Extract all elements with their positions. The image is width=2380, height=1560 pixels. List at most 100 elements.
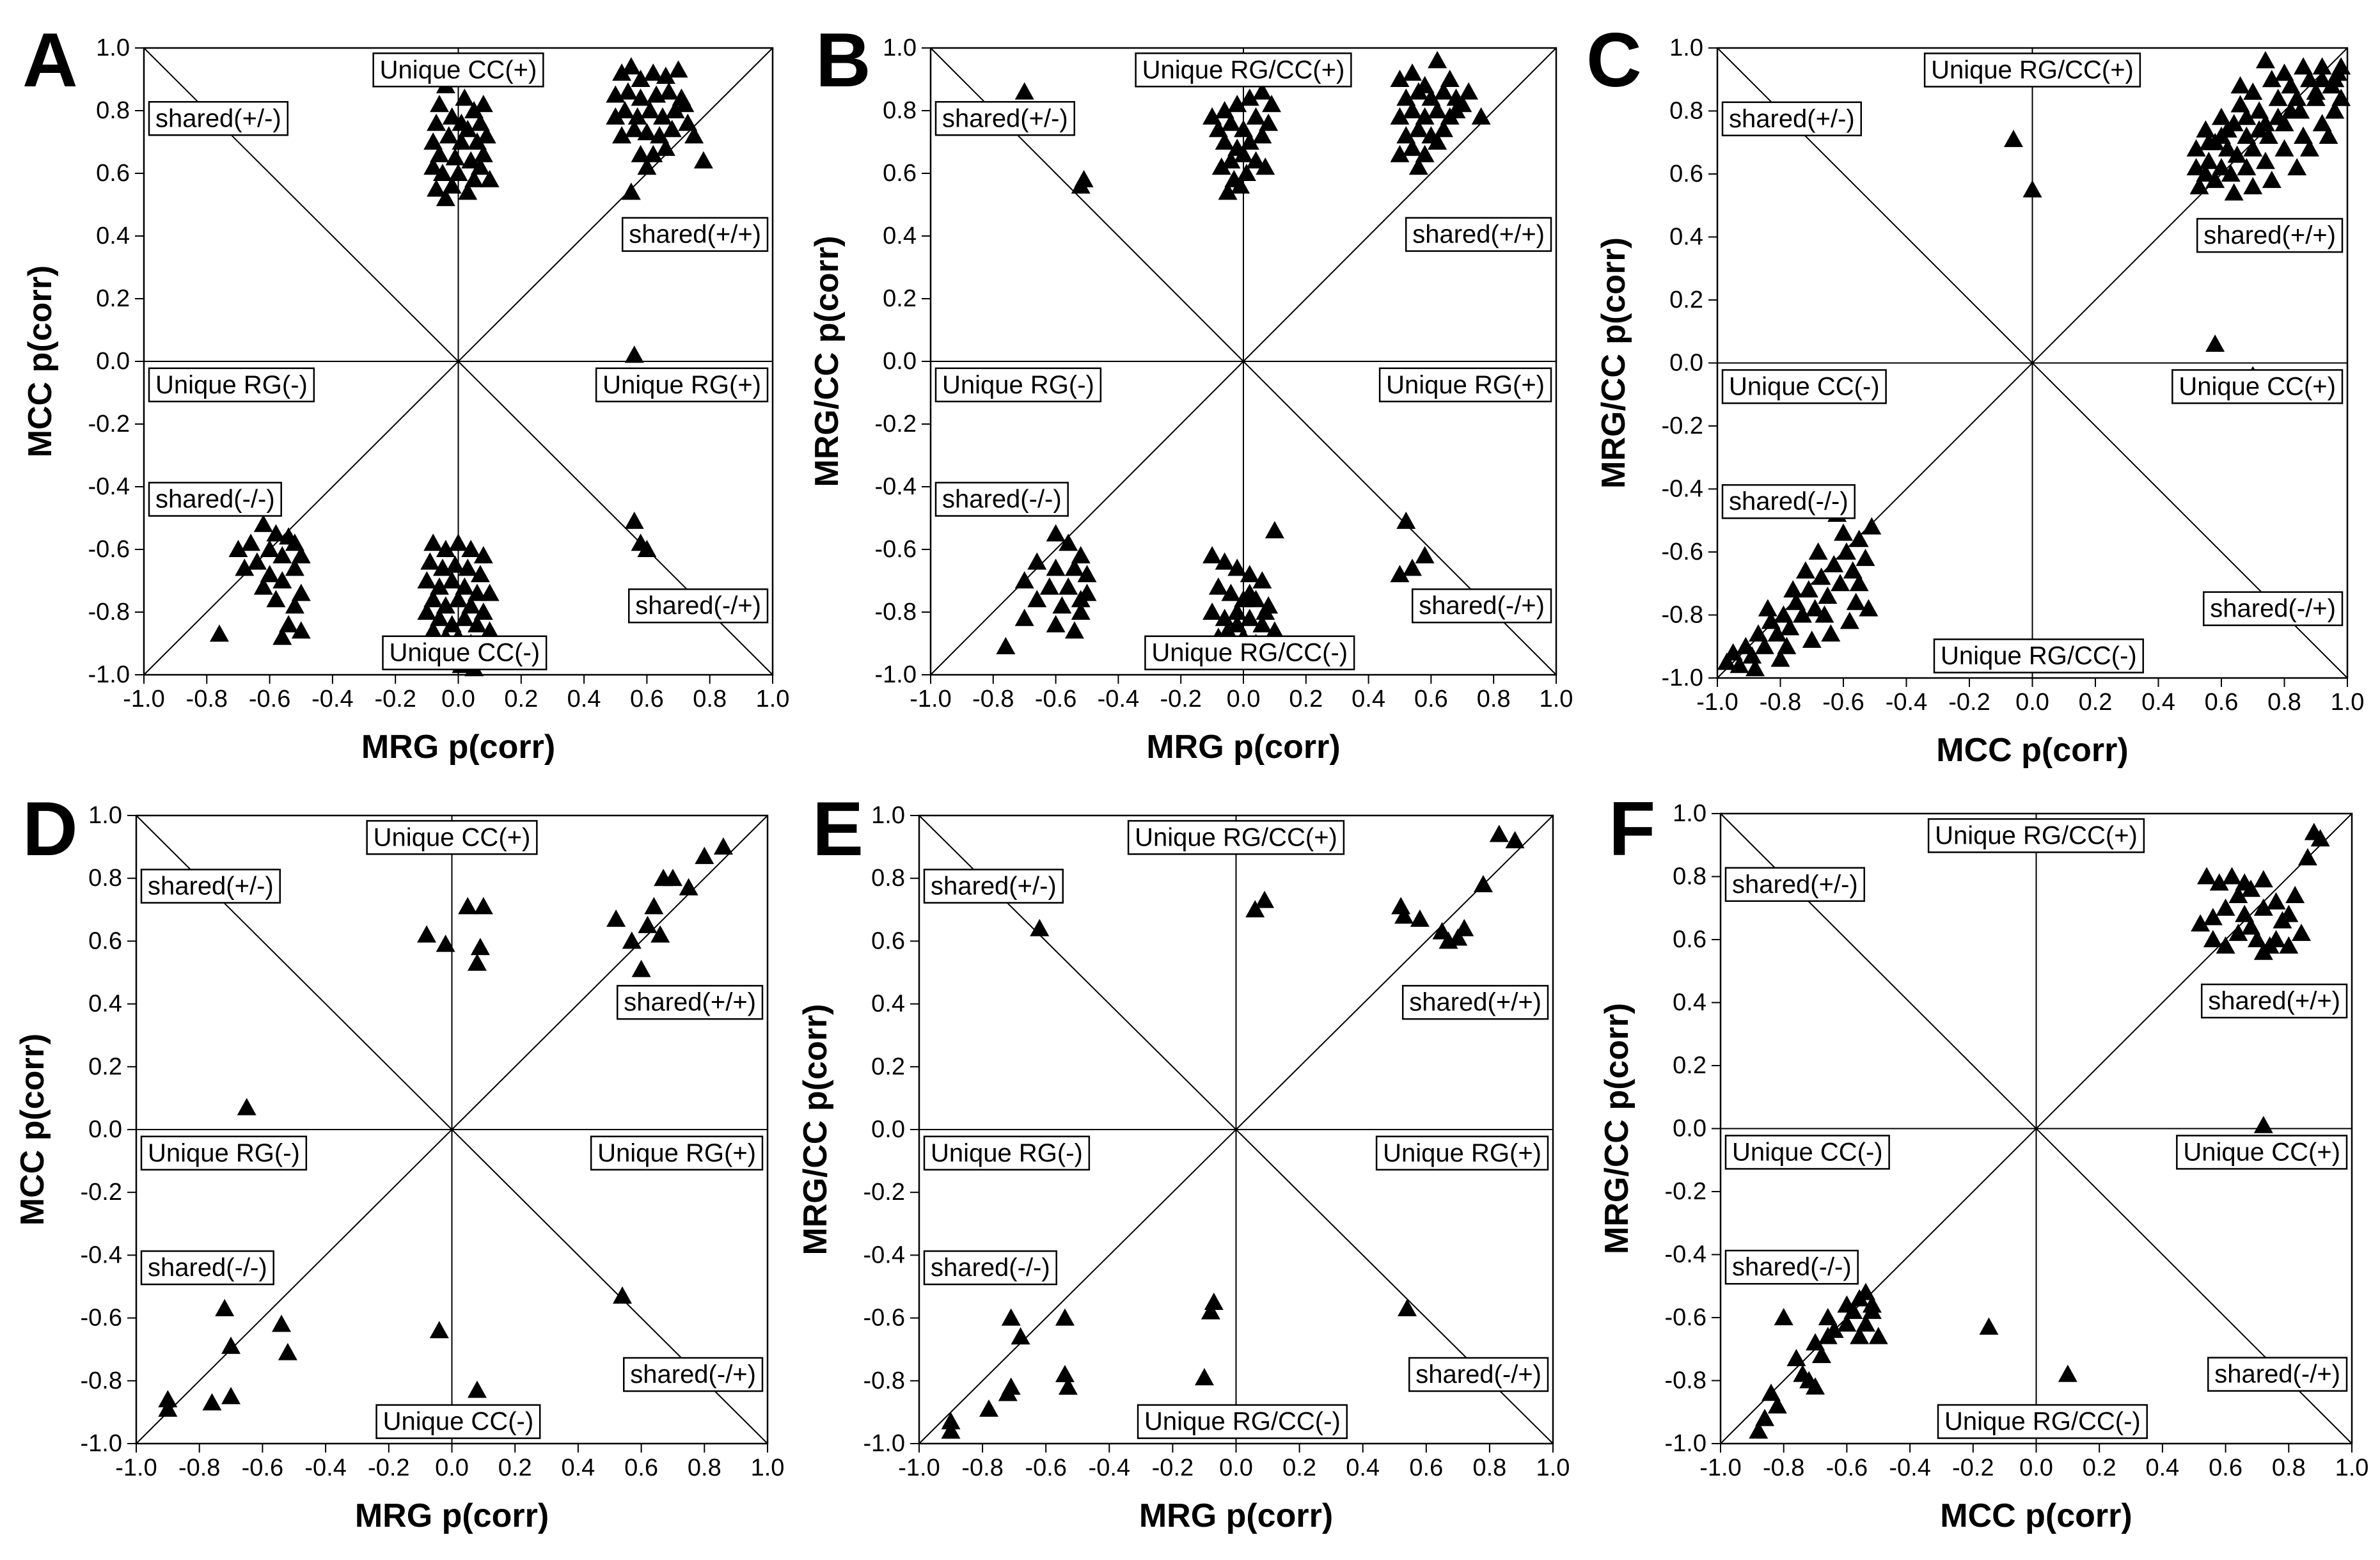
data-point xyxy=(2287,88,2307,106)
region-label-bottom: Unique CC(-) xyxy=(375,1404,541,1439)
data-point xyxy=(1014,608,1034,626)
data-point xyxy=(455,88,475,106)
data-point xyxy=(291,583,311,601)
data-point xyxy=(285,533,304,551)
data-point xyxy=(253,514,273,532)
data-point xyxy=(473,546,493,563)
data-point xyxy=(2250,101,2269,119)
x-tick-label: -1.0 xyxy=(115,1454,157,1481)
region-label-bottom-box xyxy=(1137,1404,1348,1439)
y-axis-title: MRG/CC p(corr) xyxy=(1598,1003,1635,1254)
region-label-top-box xyxy=(1127,820,1345,855)
data-point xyxy=(1415,107,1435,125)
data-point xyxy=(1408,82,1428,100)
data-point xyxy=(2199,152,2219,169)
data-point xyxy=(1473,875,1493,893)
data-point xyxy=(2058,1364,2077,1382)
x-tick-label: -0.6 xyxy=(242,1454,283,1481)
data-point xyxy=(1240,608,1259,626)
data-point xyxy=(1808,542,1828,560)
y-tick-label: -0.4 xyxy=(81,1241,122,1268)
data-point xyxy=(2196,120,2216,138)
data-point xyxy=(278,1343,297,1360)
data-point xyxy=(1204,1293,1224,1311)
region-label-top-box xyxy=(1923,52,2141,88)
data-point xyxy=(445,148,465,166)
data-point xyxy=(1403,138,1422,156)
data-point xyxy=(1811,1346,1831,1364)
region-label-top-box xyxy=(366,820,538,855)
data-point xyxy=(2255,114,2275,132)
region-label-top-left: shared(+/-) xyxy=(1721,101,1862,137)
region-label-bottom-text: Unique RG/CC(-) xyxy=(1144,1408,1341,1436)
data-point xyxy=(1218,621,1238,639)
data-point xyxy=(1421,88,1441,106)
x-tick-label: -0.8 xyxy=(178,1454,220,1481)
region-label-left: Unique CC(-) xyxy=(1721,369,1887,404)
data-point xyxy=(2237,126,2257,144)
data-point xyxy=(291,546,311,563)
region-label-top-text: Unique CC(+) xyxy=(374,823,531,851)
data-point xyxy=(467,953,487,971)
data-point xyxy=(1717,652,1737,670)
data-point xyxy=(1767,1396,1787,1414)
region-label-top-text: Unique RG/CC(+) xyxy=(1935,821,2138,849)
region-label-left-box xyxy=(1724,1135,1890,1170)
x-tick-label: -0.4 xyxy=(1889,1454,1930,1481)
data-point xyxy=(1071,590,1091,608)
x-tick-label: -1.0 xyxy=(1696,689,1738,716)
y-tick-label: -1.0 xyxy=(863,1430,905,1457)
x-tick-label: 1.0 xyxy=(1540,686,1573,713)
data-point xyxy=(679,878,698,895)
data-point xyxy=(606,910,626,927)
data-point xyxy=(624,120,644,138)
region-label-top-right: shared(+/+) xyxy=(2200,983,2348,1019)
x-tick-label: 0.4 xyxy=(1352,686,1385,713)
y-tick-label: 1.0 xyxy=(96,35,130,61)
region-label-top-left: shared(+/-) xyxy=(934,101,1075,136)
data-point xyxy=(1805,599,1825,617)
region-label-left-text: Unique CC(-) xyxy=(1729,372,1880,400)
data-point xyxy=(1046,558,1066,576)
data-point xyxy=(1505,831,1525,849)
data-point xyxy=(2294,57,2313,75)
data-point xyxy=(430,577,450,595)
data-point xyxy=(612,63,632,81)
data-point xyxy=(448,590,468,608)
region-label-bottom-left-box xyxy=(1724,1249,1859,1285)
data-point xyxy=(1396,88,1416,106)
x-axis-title: MCC p(corr) xyxy=(1936,732,2128,769)
y-tick-label: -0.2 xyxy=(863,1179,905,1206)
reference-line-antidiagonal xyxy=(136,815,768,1444)
x-tick-label: -0.6 xyxy=(1826,1454,1868,1481)
data-point xyxy=(1234,145,1253,162)
data-point xyxy=(2312,57,2332,75)
data-point xyxy=(266,590,286,608)
region-label-left-text: Unique CC(-) xyxy=(1732,1138,1883,1166)
data-point xyxy=(2241,917,2261,935)
data-point xyxy=(467,615,487,633)
data-point xyxy=(2255,152,2275,169)
data-point xyxy=(1758,599,1777,617)
region-label-top-left-text: shared(+/-) xyxy=(931,872,1057,900)
reference-line-antidiagonal xyxy=(143,47,773,675)
data-point xyxy=(1390,565,1410,583)
x-tick-label: 0.0 xyxy=(435,1454,469,1481)
region-label-left-box xyxy=(1721,369,1887,404)
data-point xyxy=(1754,636,1774,654)
data-point xyxy=(1786,592,1806,610)
x-tick-label: 1.0 xyxy=(756,686,790,713)
y-tick-label: 1.0 xyxy=(1673,800,1706,827)
x-tick-label: 0.8 xyxy=(688,1454,721,1481)
data-point xyxy=(1390,70,1410,87)
data-point xyxy=(2253,942,2273,960)
data-point xyxy=(656,67,675,84)
region-label-top-right: shared(+/+) xyxy=(616,984,764,1020)
y-tick-label: -1.0 xyxy=(88,661,130,688)
y-tick-label: 0.8 xyxy=(1669,98,1703,125)
region-label-bottom-right: shared(-/+) xyxy=(2203,591,2344,626)
data-point xyxy=(2186,158,2206,176)
region-label-right: Unique CC(+) xyxy=(2176,1135,2348,1170)
data-point xyxy=(1774,605,1793,623)
x-tick-label: 0.0 xyxy=(1227,686,1261,713)
